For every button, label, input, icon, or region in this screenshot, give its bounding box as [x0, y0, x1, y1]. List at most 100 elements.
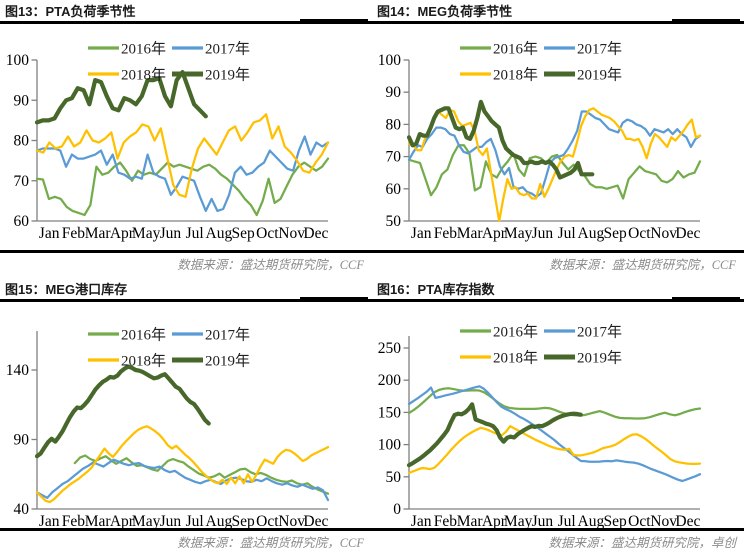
title-rule-nub — [672, 19, 740, 22]
x-tick-label: Aug — [578, 513, 605, 528]
legend-label: 2017年 — [205, 327, 250, 344]
y-axis-ticks: 0 50 100 150 200 250 — [378, 340, 409, 518]
series-line-2017 — [407, 385, 702, 483]
legend-item-2017: 2017年 — [544, 41, 622, 58]
series-line-2019 — [34, 364, 211, 459]
y-tick-label: 60 — [14, 213, 30, 230]
y-axis-ticks: 40 90 140 — [6, 362, 37, 518]
legend-item-2016: 2016年 — [88, 41, 166, 58]
x-tick-label: Jan — [39, 513, 60, 528]
legend-item-2017: 2017年 — [172, 327, 250, 344]
x-tick-label: Oct — [256, 225, 279, 242]
y-tick-label: 80 — [386, 116, 402, 133]
x-tick-label: Apr — [110, 225, 135, 242]
x-tick-label: Jun — [160, 225, 182, 242]
legend-label: 2018年 — [493, 67, 538, 84]
x-tick-label: Aug — [206, 225, 233, 242]
x-tick-label: Feb — [434, 513, 458, 528]
x-tick-label: Mar — [85, 225, 112, 242]
y-tick-label: 90 — [14, 432, 30, 449]
x-tick-label: Jun — [160, 513, 182, 528]
y-tick-label: 250 — [378, 340, 402, 357]
y-tick-label: 70 — [386, 149, 402, 166]
legend-label: 2017年 — [577, 41, 622, 58]
x-tick-label: Dec — [303, 513, 328, 528]
y-tick-label: 100 — [6, 52, 30, 69]
x-tick-label: Sep — [232, 225, 256, 242]
series-line-2018 — [407, 107, 702, 223]
legend-item-2019: 2019年 — [544, 67, 622, 84]
legend-item-2018: 2018年 — [460, 67, 538, 84]
x-tick-label: Aug — [206, 513, 233, 528]
title-rule — [0, 297, 372, 302]
y-axis-ticks: 60 70 80 90 100 — [6, 52, 37, 230]
axes — [408, 60, 700, 222]
legend-item-2019: 2019年 — [172, 353, 250, 370]
x-tick-label: May — [504, 225, 533, 242]
legend-item-2016: 2016年 — [88, 327, 166, 344]
title-rule-nub — [300, 19, 368, 22]
x-tick-label: Jul — [558, 225, 576, 242]
legend-item-2018: 2018年 — [88, 67, 166, 84]
legend-item-2016: 2016年 — [460, 41, 538, 58]
legend-item-2017: 2017年 — [544, 324, 622, 341]
series-line-2016 — [35, 157, 330, 217]
x-tick-label: Mar — [457, 225, 484, 242]
source-label: 数据来源：盛达期货研究院，CCF — [177, 536, 364, 550]
legend-item-2019: 2019年 — [544, 350, 622, 367]
x-tick-label: Sep — [604, 225, 628, 242]
x-tick-label: Apr — [110, 513, 135, 528]
x-tick-label: May — [132, 225, 161, 242]
legend-label: 2016年 — [493, 324, 538, 341]
x-tick-label: Feb — [62, 225, 86, 242]
source-label: 数据来源：盛达期货研究院，CCF — [177, 258, 364, 272]
legend-label: 2019年 — [205, 353, 250, 370]
y-tick-label: 50 — [386, 213, 402, 230]
x-tick-label: Jan — [39, 225, 60, 242]
y-tick-label: 90 — [14, 92, 30, 109]
legend-label: 2019年 — [205, 67, 250, 84]
legend-item-2019: 2019年 — [172, 67, 250, 84]
y-tick-label: 60 — [386, 181, 402, 198]
y-tick-label: 100 — [378, 437, 402, 454]
legend-label: 2017年 — [577, 324, 622, 341]
series-line-2019 — [406, 402, 583, 468]
chart-title-14: 图14：MEG负荷季节性 — [377, 4, 513, 19]
chart-panel-14: 图14：MEG负荷季节性 50 60 70 80 90 100 Jan Feb Mar Apr Ma… — [372, 0, 744, 278]
legend-label: 2016年 — [121, 41, 166, 58]
series-line-2017 — [35, 458, 330, 502]
title-rule-nub — [672, 297, 740, 300]
axes — [36, 331, 328, 510]
x-tick-label: May — [504, 513, 533, 528]
legend-label: 2017年 — [205, 41, 250, 58]
y-tick-label: 140 — [6, 362, 30, 379]
legend-item-2017: 2017年 — [172, 41, 250, 58]
x-tick-label: Jan — [411, 225, 432, 242]
x-tick-label: Feb — [434, 225, 458, 242]
chart-panel-13: 图13：PTA负荷季节性 60 70 80 90 100 Jan Feb Mar Apr May J… — [0, 0, 372, 278]
series-line-2018 — [35, 113, 330, 198]
series-line-2016 — [407, 387, 702, 420]
legend-item-2018: 2018年 — [460, 350, 538, 367]
x-tick-label: Jul — [186, 225, 204, 242]
x-tick-label: Nov — [650, 225, 677, 242]
y-tick-label: 40 — [14, 501, 30, 518]
bottom-rule — [372, 250, 744, 253]
x-tick-label: Jun — [532, 225, 554, 242]
x-tick-label: Oct — [628, 513, 651, 528]
legend-item-2018: 2018年 — [88, 353, 166, 370]
y-tick-label: 150 — [378, 404, 402, 421]
chart-panel-16: 图16：PTA库存指数 0 50 100 150 200 250 Jan Feb Mar Apr M… — [372, 278, 744, 556]
x-tick-label: Nov — [278, 513, 305, 528]
x-tick-label: Oct — [256, 513, 279, 528]
x-tick-label: Sep — [604, 513, 628, 528]
legend-item-2016: 2016年 — [460, 324, 538, 341]
x-tick-label: Jul — [186, 513, 204, 528]
x-tick-label: Dec — [675, 225, 700, 242]
series-line-2017 — [407, 110, 702, 198]
